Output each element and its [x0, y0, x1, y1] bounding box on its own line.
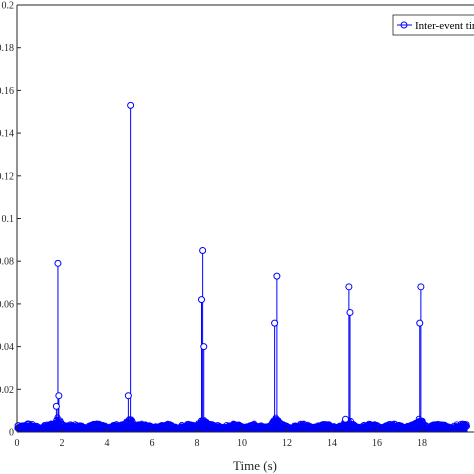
peak-marker [345, 283, 353, 291]
peak-marker [417, 283, 425, 291]
x-tick-label: 10 [237, 438, 247, 449]
x-tick-label: 8 [195, 438, 200, 449]
y-tick-label: 0.02 [0, 385, 14, 396]
x-tick-label: 18 [417, 438, 427, 449]
peak-marker [346, 308, 354, 316]
y-tick-label: 0.16 [0, 86, 14, 97]
peak-marker [199, 247, 207, 255]
low-marker [126, 422, 133, 430]
baseline-marker [463, 423, 471, 430]
peak-marker [198, 296, 205, 304]
y-ticks: 0 0.02 0.04 0.06 0.08 0.1 0.12 0.14 0.16 0.18 0.2 [0, 1, 21, 439]
x-tick-label: 6 [150, 438, 155, 449]
x-ticks: 0 2 4 6 8 10 12 14 16 18 [15, 428, 427, 449]
x-tick-label: 14 [327, 438, 337, 449]
peak-marker [416, 319, 424, 327]
x-tick-label: 16 [372, 438, 382, 449]
y-tick-label: 0.04 [0, 342, 14, 353]
x-tick-label: 2 [60, 438, 65, 449]
x-tick-label: 12 [282, 438, 292, 449]
legend: Inter-event tim [392, 14, 474, 36]
peak-marker [273, 272, 281, 280]
plot-area [14, 5, 474, 433]
x-axis-title: Time (s) [233, 458, 277, 473]
y-tick-label: 0.08 [0, 257, 14, 268]
peak-marker [54, 259, 62, 267]
peak-marker [342, 415, 349, 423]
y-tick-label: 0.18 [0, 43, 14, 54]
y-tick-label: 0.2 [2, 1, 15, 12]
low-marker [272, 422, 280, 430]
peak-marker [127, 101, 135, 109]
peak-marker [55, 392, 63, 400]
peak-marker [271, 319, 279, 327]
legend-label: Inter-event tim [415, 20, 474, 32]
peak-marker [200, 343, 208, 351]
low-marker [344, 422, 352, 430]
y-tick-label: 0.14 [0, 129, 14, 140]
legend-box [392, 14, 474, 36]
y-tick-label: 0 [9, 428, 14, 439]
plot-background [17, 5, 474, 432]
peak-marker [124, 392, 132, 400]
y-tick-label: 0.1 [2, 214, 15, 225]
x-tick-label: 0 [15, 438, 20, 449]
low-marker [14, 422, 22, 430]
legend-marker-sample [400, 21, 408, 29]
x-tick-label: 4 [105, 438, 110, 449]
marker-series [52, 101, 425, 423]
peak-marker [52, 402, 60, 410]
y-tick-label: 0.06 [0, 299, 14, 310]
y-tick-label: 0.12 [0, 171, 14, 182]
